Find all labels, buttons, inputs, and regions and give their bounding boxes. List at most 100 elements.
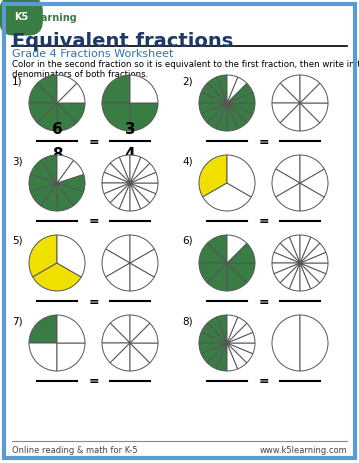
Text: =: =	[88, 135, 99, 148]
Text: 6: 6	[52, 122, 62, 137]
Wedge shape	[37, 104, 57, 131]
Wedge shape	[227, 324, 253, 343]
Wedge shape	[201, 324, 227, 343]
Text: 4): 4)	[182, 156, 193, 166]
Wedge shape	[130, 184, 158, 194]
Circle shape	[199, 156, 255, 212]
Wedge shape	[300, 236, 311, 263]
Wedge shape	[130, 263, 154, 291]
Wedge shape	[199, 263, 227, 283]
Wedge shape	[207, 236, 227, 263]
Wedge shape	[102, 184, 130, 194]
Wedge shape	[201, 104, 227, 124]
Wedge shape	[300, 104, 320, 131]
Wedge shape	[29, 84, 57, 104]
Circle shape	[272, 156, 328, 212]
Text: Grade 4 Fractions Worksheet: Grade 4 Fractions Worksheet	[12, 49, 173, 59]
Wedge shape	[110, 158, 130, 184]
Text: K5: K5	[14, 12, 28, 22]
Wedge shape	[216, 76, 227, 104]
Text: www.k5learning.com: www.k5learning.com	[259, 445, 347, 454]
Wedge shape	[57, 236, 85, 277]
Wedge shape	[130, 184, 156, 203]
Text: Learning: Learning	[28, 13, 77, 23]
Circle shape	[29, 236, 85, 291]
Wedge shape	[57, 104, 85, 124]
Wedge shape	[119, 156, 130, 184]
Wedge shape	[300, 244, 326, 263]
Wedge shape	[57, 104, 77, 131]
Text: 7): 7)	[12, 315, 23, 325]
Wedge shape	[106, 263, 130, 291]
Wedge shape	[106, 236, 130, 263]
Wedge shape	[57, 175, 85, 192]
Circle shape	[102, 156, 158, 212]
Wedge shape	[272, 169, 300, 198]
Text: 8: 8	[52, 147, 62, 162]
Wedge shape	[227, 78, 247, 104]
Wedge shape	[272, 263, 300, 274]
Wedge shape	[130, 173, 158, 184]
Wedge shape	[130, 104, 158, 131]
Wedge shape	[130, 76, 158, 104]
Wedge shape	[57, 84, 85, 104]
Text: 5): 5)	[12, 236, 23, 245]
Wedge shape	[31, 184, 57, 206]
Wedge shape	[207, 78, 227, 104]
Wedge shape	[37, 76, 57, 104]
Wedge shape	[57, 156, 74, 184]
Wedge shape	[227, 156, 255, 198]
Wedge shape	[201, 343, 227, 363]
Wedge shape	[207, 343, 227, 369]
Circle shape	[199, 236, 255, 291]
Circle shape	[272, 76, 328, 131]
Text: Equivalent fractions: Equivalent fractions	[12, 32, 233, 51]
Wedge shape	[227, 263, 255, 283]
Wedge shape	[130, 164, 156, 184]
Wedge shape	[227, 104, 253, 124]
Wedge shape	[130, 324, 158, 343]
Wedge shape	[207, 318, 227, 343]
Text: 3: 3	[125, 122, 135, 137]
Wedge shape	[104, 164, 130, 184]
Wedge shape	[227, 244, 255, 263]
Wedge shape	[29, 236, 57, 277]
Wedge shape	[130, 156, 141, 184]
Text: 1): 1)	[12, 76, 23, 86]
Wedge shape	[289, 263, 300, 291]
Text: 2): 2)	[182, 76, 193, 86]
Circle shape	[102, 315, 158, 371]
Wedge shape	[57, 315, 85, 343]
Wedge shape	[280, 104, 300, 131]
Wedge shape	[119, 184, 130, 212]
Circle shape	[272, 236, 328, 291]
Wedge shape	[227, 343, 255, 354]
Wedge shape	[110, 343, 130, 371]
Wedge shape	[130, 236, 154, 263]
Wedge shape	[199, 93, 227, 104]
Wedge shape	[102, 173, 130, 184]
Wedge shape	[203, 184, 251, 212]
Wedge shape	[227, 104, 255, 114]
Wedge shape	[29, 104, 57, 124]
Wedge shape	[199, 332, 227, 343]
Wedge shape	[57, 161, 84, 184]
Wedge shape	[272, 315, 300, 371]
Text: =: =	[258, 295, 269, 308]
Wedge shape	[216, 104, 227, 131]
Wedge shape	[272, 84, 300, 104]
Text: 4: 4	[125, 147, 135, 162]
Wedge shape	[274, 263, 300, 283]
Wedge shape	[130, 184, 141, 212]
Circle shape	[102, 76, 158, 131]
Wedge shape	[300, 253, 328, 263]
Wedge shape	[300, 238, 320, 263]
Wedge shape	[227, 332, 255, 343]
Text: =: =	[88, 375, 99, 388]
Wedge shape	[207, 263, 227, 291]
Text: 8): 8)	[182, 315, 193, 325]
Wedge shape	[216, 315, 227, 343]
Text: Color in the second fraction so it is equivalent to the first fraction, then wri: Color in the second fraction so it is eq…	[12, 60, 359, 79]
Wedge shape	[130, 343, 150, 371]
Wedge shape	[199, 104, 227, 114]
